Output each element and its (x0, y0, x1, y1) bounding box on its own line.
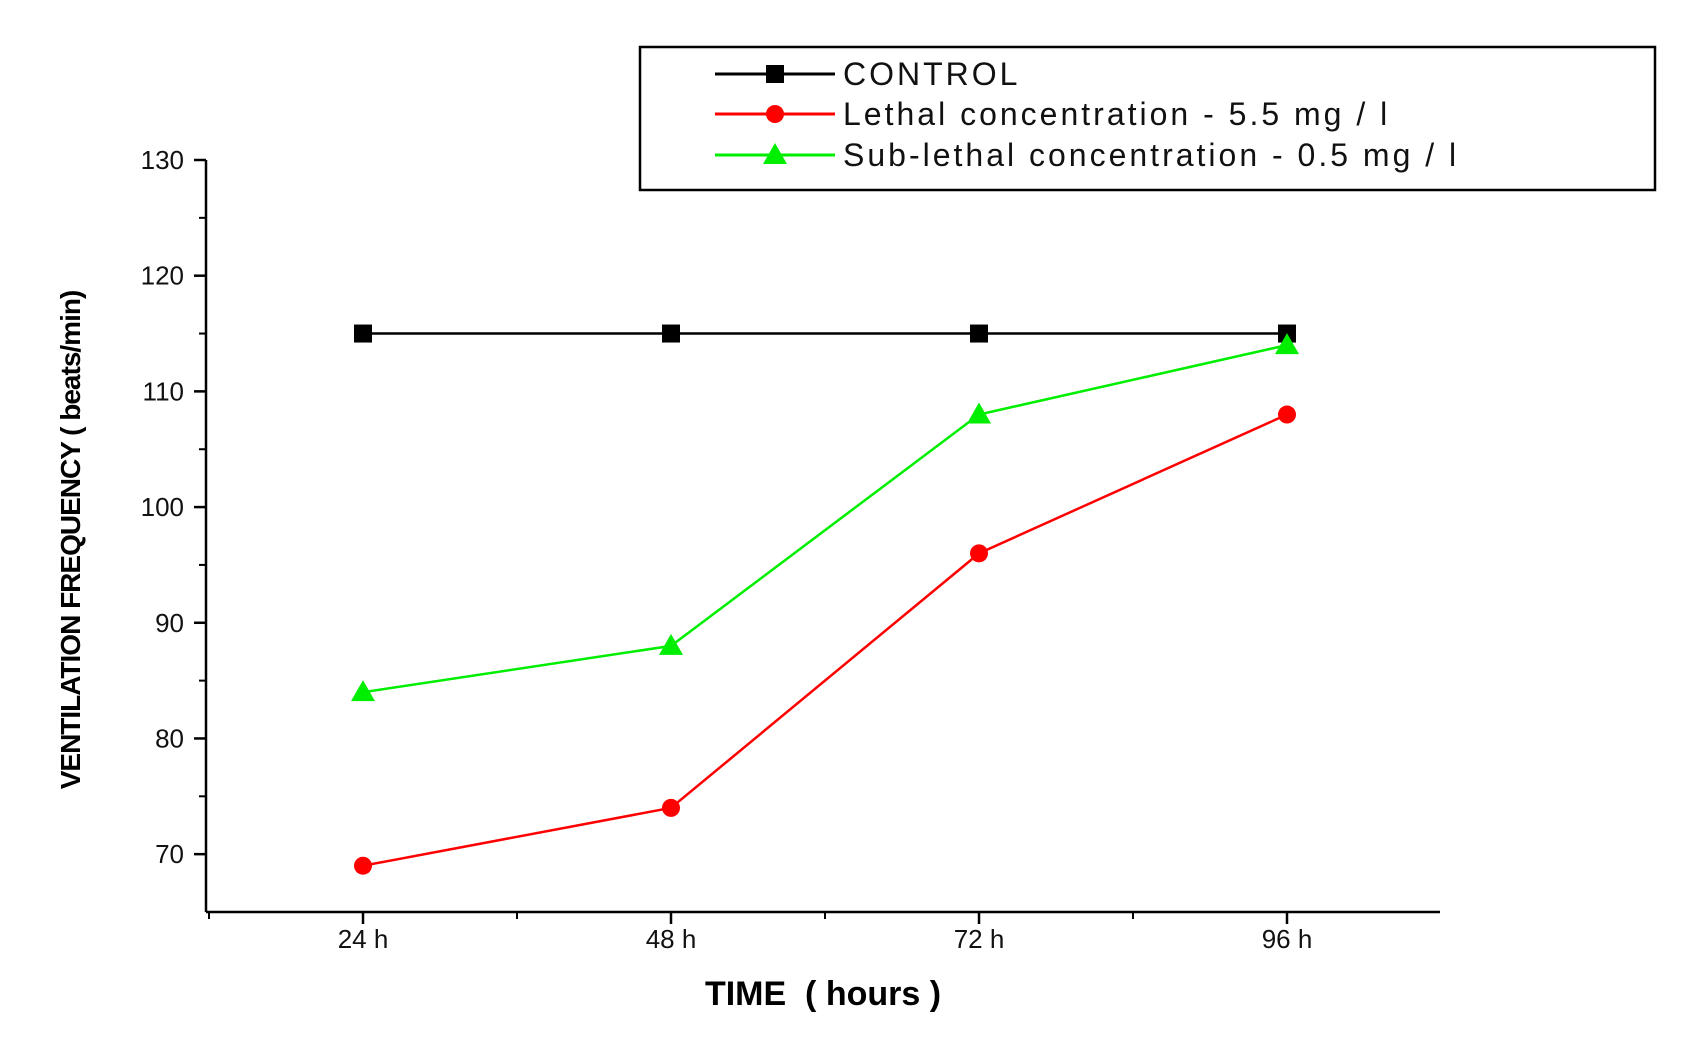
legend: CONTROL Lethal concentration - 5.5 mg / l… (638, 45, 1657, 192)
x-ticks: 24 h 48 h 72 h 96 h (208, 912, 1313, 954)
x-tick-label: 72 h (954, 924, 1005, 954)
y-tick-label: 90 (155, 608, 184, 638)
data-point (662, 324, 680, 343)
data-point (970, 544, 988, 563)
data-point (970, 324, 988, 343)
series-line-1 (362, 413, 1288, 867)
y-tick-label: 80 (155, 723, 184, 753)
x-tick-label: 24 h (338, 924, 389, 954)
y-tick-label: 100 (141, 492, 184, 522)
data-point (1278, 405, 1296, 424)
y-axis-title: VENTILATION FREQUENCY ( beats/min) (55, 291, 86, 790)
series-lines (362, 332, 1288, 867)
x-tick-label: 48 h (646, 924, 697, 954)
data-point (659, 633, 683, 655)
y-ticks: 70 80 90 100 110 120 130 (141, 145, 206, 869)
axes (204, 160, 1440, 914)
data-point (967, 402, 991, 424)
y-tick-label: 110 (143, 376, 184, 406)
data-point (354, 856, 372, 875)
data-point (354, 324, 372, 343)
data-point (1275, 333, 1299, 355)
legend-label: CONTROL (843, 56, 1020, 92)
x-axis-title: TIME ( hours ) (705, 975, 941, 1013)
legend-label: Lethal concentration - 5.5 mg / l (843, 96, 1390, 132)
legend-box (638, 45, 1657, 192)
y-tick-label: 70 (155, 839, 184, 869)
legend-marker (763, 143, 787, 164)
legend-label: Sub-lethal concentration - 0.5 mg / l (843, 137, 1459, 173)
series-line-2 (362, 343, 1288, 694)
y-tick-label: 120 (141, 261, 184, 291)
data-point (351, 680, 375, 702)
series-markers (351, 324, 1299, 875)
legend-marker (766, 65, 784, 83)
x-tick-label: 96 h (1262, 924, 1313, 954)
y-tick-label: 130 (141, 145, 184, 175)
legend-marker (766, 105, 784, 123)
data-point (662, 798, 680, 817)
